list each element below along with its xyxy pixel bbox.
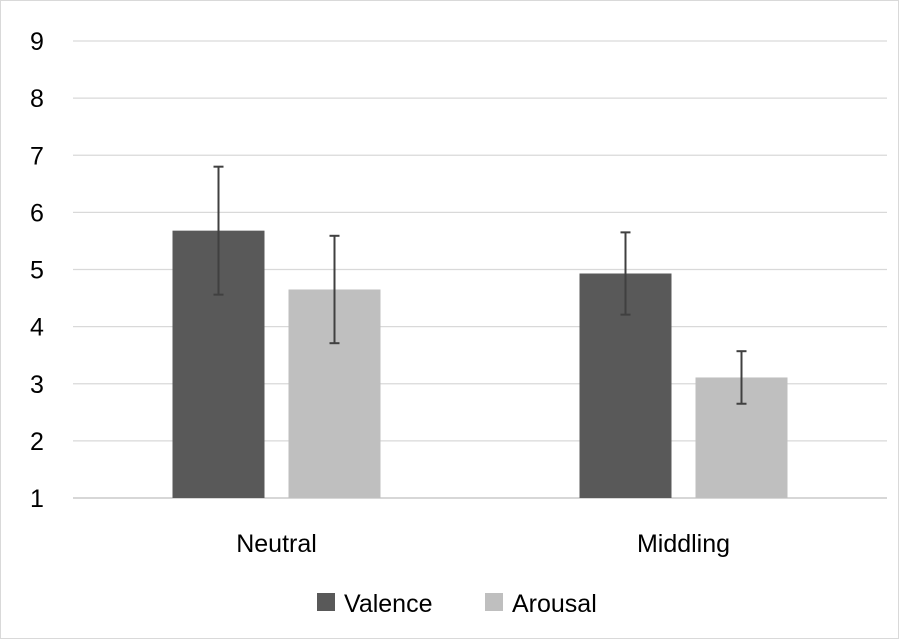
legend-swatch-arousal	[485, 593, 503, 611]
error-bar-valence-neutral	[213, 165, 224, 296]
y-tick-label-1: 1	[30, 485, 44, 513]
y-tick-label-5: 5	[30, 257, 44, 285]
y-tick-label-6: 6	[30, 199, 44, 227]
legend-swatch-valence	[317, 593, 335, 611]
y-tick-label-2: 2	[30, 428, 44, 456]
y-tick-label-9: 9	[30, 28, 44, 56]
legend-item-arousal: Arousal	[485, 590, 597, 618]
error-bar-arousal-middling	[736, 350, 747, 405]
legend-item-valence: Valence	[317, 590, 433, 618]
x-axis-categories: Neutral Middling	[236, 530, 730, 558]
legend-label-arousal: Arousal	[512, 590, 597, 618]
bars	[172, 230, 788, 498]
y-tick-label-7: 7	[30, 142, 44, 170]
error-bars	[213, 165, 747, 405]
error-bar-arousal-neutral	[329, 234, 340, 345]
x-category-label-middling: Middling	[637, 530, 730, 558]
y-axis-ticks: 1 2 3 4 5 6 7 8 9	[30, 28, 44, 513]
y-tick-label-3: 3	[30, 371, 44, 399]
y-tick-label-4: 4	[30, 314, 44, 342]
y-tick-label-8: 8	[30, 85, 44, 113]
x-category-label-neutral: Neutral	[236, 530, 317, 558]
legend-label-valence: Valence	[344, 590, 433, 618]
legend: Valence Arousal	[317, 590, 597, 618]
error-bar-valence-middling	[620, 231, 631, 316]
